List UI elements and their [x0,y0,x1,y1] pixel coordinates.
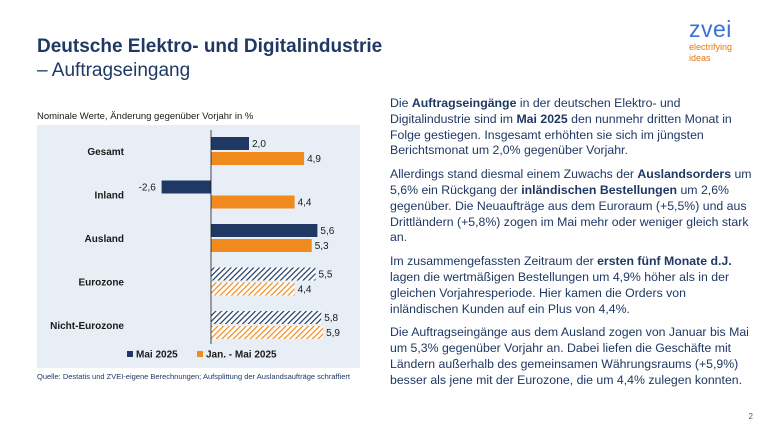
slide-subtitle: – Auftragseingang [37,60,191,81]
data-label: 5,5 [319,270,333,281]
legend-swatch [197,351,203,357]
bar [211,267,316,281]
data-label: -2,6 [139,183,157,194]
bar [211,282,295,296]
data-label: 4,9 [307,154,321,165]
category-label: Inland [95,191,124,202]
logo-word: zvei [689,16,732,42]
bar [211,224,318,237]
bar [211,326,324,339]
commentary-paragraph: Allerdings stand diesmal einem Zuwachs d… [390,167,757,246]
logo-tagline-2: ideas [689,53,711,63]
commentary-paragraph: Die Auftragseingänge in der deutschen El… [390,96,757,159]
legend-label: Jan. - Mai 2025 [206,350,277,361]
category-label: Ausland [85,234,124,245]
text-run: um 2,6% gegenüber. Die Neuaufträge aus d… [390,182,749,245]
category-label: Eurozone [78,278,124,289]
chart-subtitle: Nominale Werte, Änderung gegenüber Vorja… [37,111,254,122]
category-label: Gesamt [87,147,124,158]
bold-text: Mai 2025 [516,111,568,126]
data-label: 5,3 [315,241,329,252]
source-note: Quelle: Destatis und ZVEI-eigene Berechn… [37,372,350,381]
slide-title: Deutsche Elektro- und Digitalindustrie [37,36,383,57]
text-run: den nunmehr dritten Monat in Folge gesti… [390,111,732,158]
legend-label: Mai 2025 [136,350,178,361]
commentary-text: Die Auftragseingänge in der deutschen El… [390,96,757,397]
category-label: Nicht-Eurozone [50,321,124,332]
bar [211,195,295,209]
logo-tagline-1: electrifying [689,42,733,52]
bar [211,137,249,150]
text-run: Allerdings stand diesmal einem Zuwachs d… [390,167,638,182]
bold-text: Auftragseingänge [411,96,517,110]
text-run: Im zusammengefassten Zeitraum der [390,254,598,269]
data-label: 4,4 [298,285,312,296]
bold-text: ersten fünf Monate d.J. [597,254,732,269]
bar [211,311,322,324]
bold-text: inländischen Bestellungen [521,182,678,197]
bar [211,239,312,252]
text-run: in der deutschen Elektro- und Digitalind… [390,96,681,126]
data-label: 2,0 [252,139,266,150]
logo-separator [676,42,686,45]
data-label: 5,6 [320,226,334,237]
commentary-paragraph: Im zusammengefassten Zeitraum der ersten… [390,254,757,317]
legend-swatch [127,351,133,357]
page-number: 2 [748,412,753,421]
data-label: 4,4 [298,198,312,209]
data-label: 5,9 [326,328,340,339]
bar [211,152,305,165]
text-run: lagen die wertmäßigen Bestellungen um 4,… [390,269,730,316]
zvei-logo: zvei electrifying ideas [689,17,753,63]
text-run: um 5,6% ein Rückgang der [390,167,752,197]
commentary-paragraph: Die Auftragseingänge aus dem Ausland zog… [390,325,757,388]
text-run: Die [390,96,412,110]
text-run: Die Auftragseingänge aus dem Ausland zog… [390,325,749,387]
bar [161,180,211,194]
data-label: 5,8 [324,313,338,324]
bold-text: Auslandsorders [637,167,732,182]
